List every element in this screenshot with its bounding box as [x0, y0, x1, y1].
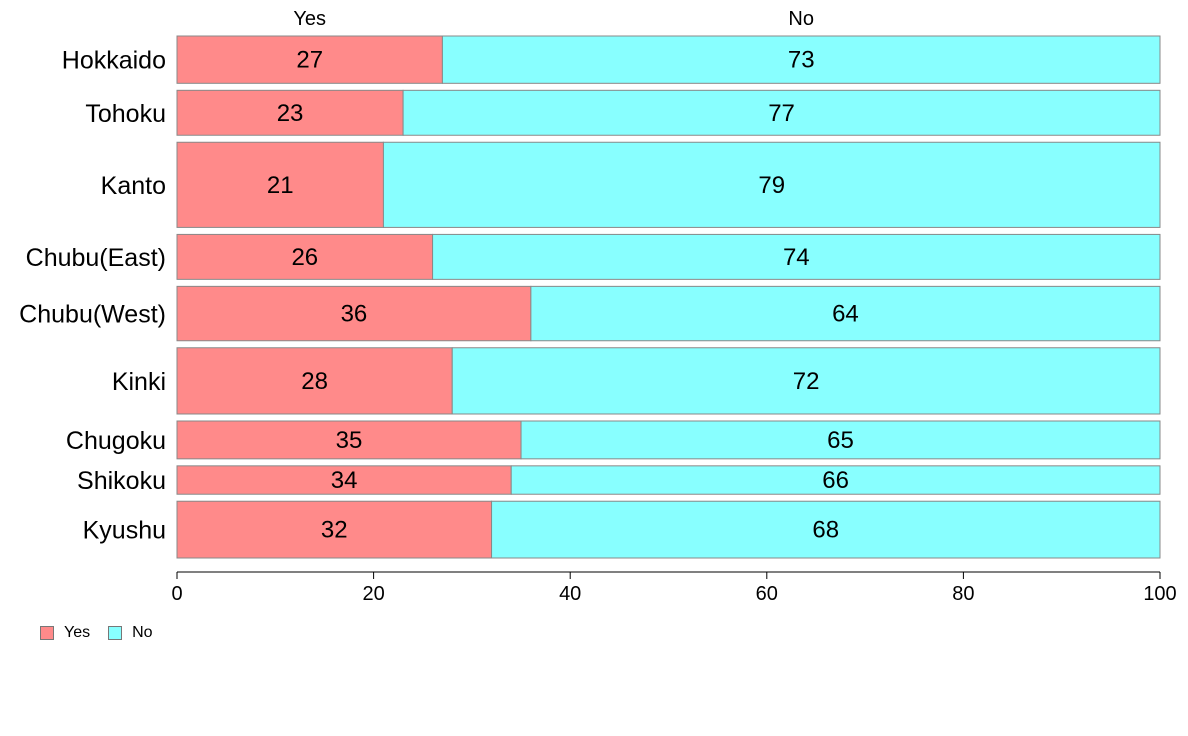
legend-label-yes: Yes: [64, 624, 91, 641]
top-label-yes: Yes: [293, 8, 326, 30]
bar-hokkaido-yes: [176, 35, 443, 84]
data-label-shikoku-yes: 34: [331, 467, 358, 494]
bar-chugoku-no: [520, 420, 1161, 460]
category-label-chubu-east: Chubu(East): [26, 244, 166, 272]
bar-kyushu-yes: [176, 500, 493, 559]
bar-kyushu-no: [491, 500, 1161, 559]
bar-chubu-east-no: [432, 233, 1161, 280]
category-label-shikoku: Shikoku: [77, 467, 166, 495]
legend: Yes No: [40, 624, 171, 642]
bar-tohoku-no: [402, 89, 1161, 136]
category-label-tohoku: Tohoku: [85, 100, 166, 128]
x-tick-label-0: 0: [171, 583, 182, 605]
legend-item-no: No: [108, 624, 153, 642]
data-label-chubu-west-no: 64: [832, 301, 859, 328]
x-tick-label-80: 80: [952, 583, 974, 605]
legend-item-yes: Yes: [40, 624, 90, 642]
x-tick-label-60: 60: [756, 583, 778, 605]
data-label-kyushu-no: 68: [812, 517, 839, 544]
bars: 27 73 23 77 21 79 26 74 36 64 28 72 35 65 34 66 32 68: [176, 35, 1161, 559]
data-label-tohoku-yes: 23: [277, 100, 304, 127]
data-label-kanto-yes: 21: [267, 172, 294, 199]
x-axis: 0 20 40 60 80 100: [171, 571, 1177, 605]
category-label-kanto: Kanto: [101, 172, 166, 200]
legend-swatch-no: [108, 626, 123, 640]
data-label-shikoku-no: 66: [822, 467, 849, 494]
bar-chugoku-yes: [176, 420, 522, 460]
bar-kinki-no: [451, 347, 1161, 415]
bar-chubu-east-yes: [176, 233, 434, 280]
data-label-hokkaido-no: 73: [788, 47, 815, 74]
bar-tohoku-yes: [176, 89, 404, 136]
x-tick-label-20: 20: [362, 583, 384, 605]
x-tick-label-40: 40: [559, 583, 581, 605]
bar-kanto-no: [382, 141, 1161, 228]
category-label-hokkaido: Hokkaido: [62, 47, 166, 75]
data-label-chubu-east-no: 74: [783, 244, 810, 271]
bar-chubu-west-no: [530, 285, 1161, 342]
data-label-kanto-no: 79: [758, 172, 785, 199]
data-label-chubu-east-yes: 26: [291, 244, 318, 271]
top-label-no: No: [788, 8, 814, 30]
data-label-chugoku-yes: 35: [336, 427, 363, 454]
category-label-kyushu: Kyushu: [83, 517, 166, 545]
category-label-chugoku: Chugoku: [66, 427, 166, 455]
data-label-kinki-no: 72: [793, 368, 820, 395]
bar-hokkaido-no: [441, 35, 1161, 84]
bar-chubu-west-yes: [176, 285, 532, 342]
data-label-hokkaido-yes: 27: [296, 47, 323, 74]
bar-kanto-yes: [176, 141, 384, 228]
data-label-kyushu-yes: 32: [321, 517, 348, 544]
data-label-tohoku-no: 77: [768, 100, 795, 127]
data-label-chugoku-no: 65: [827, 427, 854, 454]
top-labels: Yes No: [293, 8, 814, 30]
legend-label-no: No: [132, 624, 153, 641]
category-labels: Hokkaido Tohoku Kanto Chubu(East) Chubu(West…: [19, 47, 166, 545]
bar-shikoku-no: [510, 465, 1161, 495]
legend-swatch-yes: [40, 626, 54, 640]
category-label-chubu-west: Chubu(West): [19, 301, 166, 329]
x-tick-label-100: 100: [1143, 583, 1176, 605]
data-label-kinki-yes: 28: [301, 368, 328, 395]
category-label-kinki: Kinki: [112, 368, 166, 396]
data-label-chubu-west-yes: 36: [341, 301, 368, 328]
